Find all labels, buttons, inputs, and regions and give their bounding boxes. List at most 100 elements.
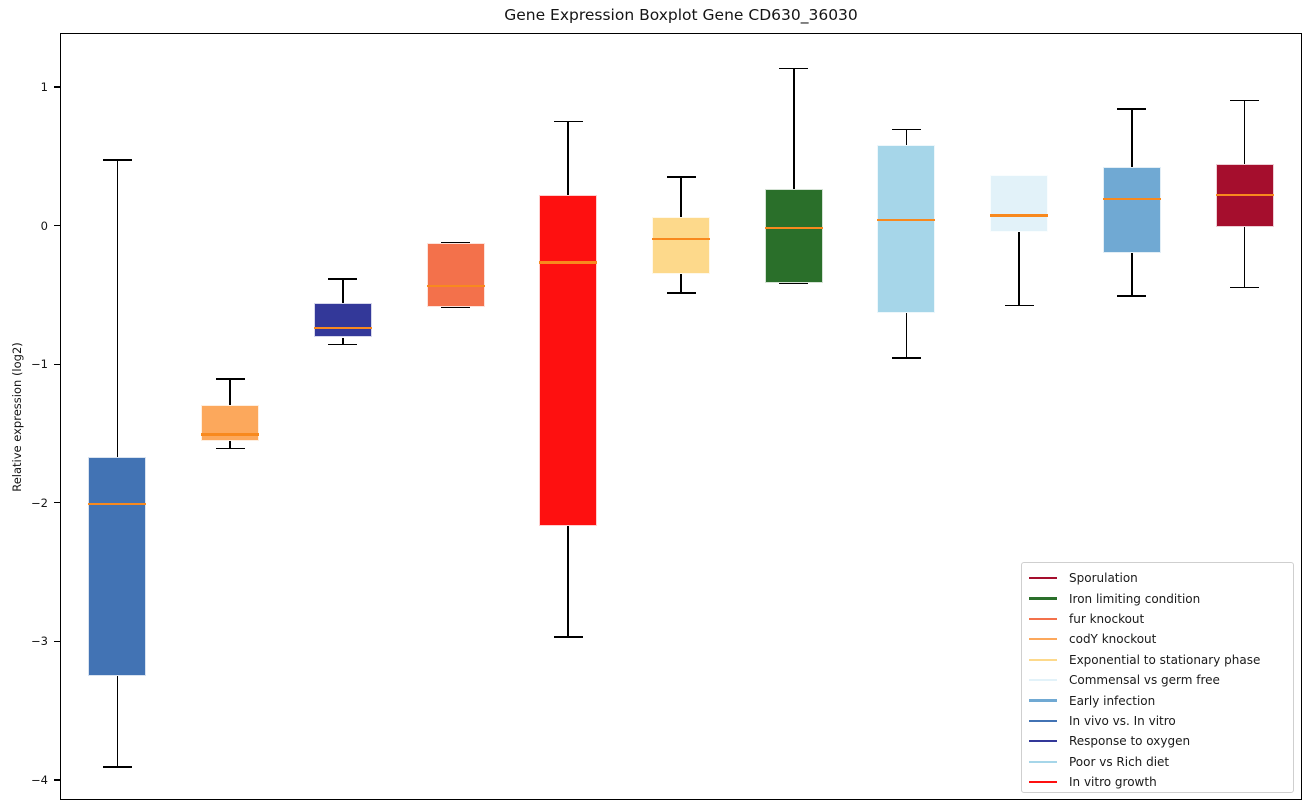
median-line-exponential-to-stationary-phase — [652, 237, 710, 241]
legend-swatch-early-infection — [1029, 699, 1057, 702]
whisker-lower-in-vitro-growth — [567, 525, 570, 637]
whisker-cap-lower — [328, 343, 358, 346]
y-tick-label: 1 — [40, 80, 48, 95]
y-tick-label: −2 — [31, 495, 48, 510]
legend-label: Iron limiting condition — [1069, 591, 1201, 606]
whisker-cap-upper — [102, 159, 132, 161]
whisker-lower-exponential-to-stationary-phase — [680, 273, 682, 294]
box-commensal-vs-germ-free — [990, 175, 1049, 233]
legend-item-commensal-vs-germ-free: Commensal vs germ free — [1029, 670, 1293, 690]
whisker-upper-sporulation — [1243, 100, 1246, 165]
legend-item-early-infection: Early infection — [1029, 690, 1293, 710]
whisker-upper-poor-vs-rich-diet — [905, 129, 908, 145]
legend-item-sporulation: Sporulation — [1029, 568, 1293, 588]
legend-label: Early infection — [1069, 693, 1156, 708]
whisker-upper-early-infection — [1131, 108, 1133, 168]
median-line-poor-vs-rich-diet — [877, 218, 936, 221]
y-tick-label: −3 — [31, 634, 48, 649]
whisker-cap-upper — [441, 242, 471, 245]
whisker-cap-lower — [666, 292, 696, 294]
whisker-upper-exponential-to-stationary-phase — [680, 176, 682, 217]
median-line-in-vivo-vs-in-vitro — [88, 502, 147, 505]
legend-label: Exponential to stationary phase — [1069, 652, 1261, 667]
legend-label: In vitro growth — [1069, 775, 1157, 790]
legend-swatch-exponential-to-stationary-phase — [1029, 658, 1057, 661]
median-line-sporulation — [1215, 193, 1274, 196]
whisker-lower-commensal-vs-germ-free — [1018, 232, 1020, 306]
box-in-vivo-vs-in-vitro — [88, 456, 147, 676]
whisker-cap-upper — [891, 128, 921, 131]
whisker-cap-upper — [553, 120, 583, 123]
box-poor-vs-rich-diet — [877, 144, 936, 313]
legend-item-fur-knockout: fur knockout — [1029, 609, 1293, 629]
whisker-cap-upper — [779, 67, 809, 70]
whisker-lower-poor-vs-rich-diet — [905, 312, 908, 359]
legend-swatch-in-vivo-vs-in-vitro — [1029, 719, 1057, 723]
legend-swatch-fur-knockout — [1029, 617, 1057, 621]
whisker-upper-response-to-oxygen — [342, 279, 344, 303]
legend-item-response-to-oxygen: Response to oxygen — [1029, 731, 1293, 751]
legend-item-iron-limiting-condition: Iron limiting condition — [1029, 588, 1293, 608]
median-line-commensal-vs-germ-free — [990, 214, 1049, 217]
legend-label: codY knockout — [1069, 632, 1157, 647]
y-tick-mark — [54, 86, 60, 88]
y-tick-label: −4 — [31, 772, 48, 787]
legend-label: Response to oxygen — [1069, 734, 1191, 749]
whisker-lower-response-to-oxygen — [342, 337, 344, 345]
box-early-infection — [1102, 167, 1161, 253]
y-tick-mark — [54, 640, 60, 642]
legend-item-cody-knockout: codY knockout — [1029, 629, 1293, 649]
y-tick-mark — [54, 225, 60, 227]
box-response-to-oxygen — [313, 302, 372, 338]
legend-item-poor-vs-rich-diet: Poor vs Rich diet — [1029, 752, 1293, 772]
median-line-early-infection — [1102, 197, 1161, 201]
whisker-cap-lower — [1004, 304, 1034, 307]
legend-swatch-response-to-oxygen — [1029, 740, 1057, 743]
whisker-lower-early-infection — [1131, 252, 1133, 296]
median-line-iron-limiting-condition — [764, 226, 823, 230]
whisker-cap-lower — [1117, 295, 1147, 297]
legend-swatch-sporulation — [1029, 577, 1057, 580]
y-tick-label: 0 — [40, 218, 48, 233]
legend-swatch-in-vitro-growth — [1029, 781, 1057, 784]
legend-label: fur knockout — [1069, 611, 1145, 626]
whisker-cap-lower — [891, 357, 921, 360]
whisker-lower-sporulation — [1243, 226, 1246, 288]
legend-item-exponential-to-stationary-phase: Exponential to stationary phase — [1029, 650, 1293, 670]
whisker-cap-lower — [102, 766, 132, 768]
whisker-upper-in-vitro-growth — [567, 121, 570, 195]
whisker-cap-upper — [666, 175, 696, 178]
y-tick-mark — [54, 779, 60, 781]
whisker-cap-upper — [215, 378, 245, 380]
legend-label: Poor vs Rich diet — [1069, 754, 1170, 769]
whisker-upper-iron-limiting-condition — [792, 68, 795, 190]
legend-label: In vivo vs. In vitro — [1069, 713, 1176, 728]
box-cody-knockout — [201, 405, 260, 442]
legend-item-in-vitro-growth: In vitro growth — [1029, 772, 1293, 792]
legend-swatch-poor-vs-rich-diet — [1029, 760, 1057, 763]
whisker-upper-cody-knockout — [229, 379, 231, 406]
plot-area — [60, 33, 1302, 800]
whisker-cap-upper — [1117, 108, 1147, 110]
legend-item-in-vivo-vs-in-vitro: In vivo vs. In vitro — [1029, 711, 1293, 731]
box-iron-limiting-condition — [764, 189, 823, 284]
median-line-response-to-oxygen — [313, 326, 372, 329]
whisker-lower-cody-knockout — [229, 441, 231, 449]
box-fur-knockout — [426, 243, 485, 308]
legend-label: Sporulation — [1069, 571, 1138, 586]
whisker-cap-lower — [779, 282, 809, 285]
whisker-cap-lower — [1230, 286, 1260, 289]
box-in-vitro-growth — [539, 194, 598, 526]
whisker-upper-in-vivo-vs-in-vitro — [116, 160, 119, 457]
median-line-cody-knockout — [201, 433, 260, 436]
median-line-in-vitro-growth — [539, 261, 598, 264]
y-tick-label: −1 — [31, 357, 48, 372]
whisker-cap-upper — [328, 278, 358, 281]
whisker-lower-in-vivo-vs-in-vitro — [116, 675, 119, 768]
legend-swatch-iron-limiting-condition — [1029, 597, 1057, 600]
box-exponential-to-stationary-phase — [652, 216, 710, 274]
chart-title: Gene Expression Boxplot Gene CD630_36030 — [504, 6, 858, 24]
legend-label: Commensal vs germ free — [1069, 673, 1220, 688]
whisker-cap-upper — [1230, 99, 1260, 102]
whisker-cap-lower — [553, 636, 583, 638]
